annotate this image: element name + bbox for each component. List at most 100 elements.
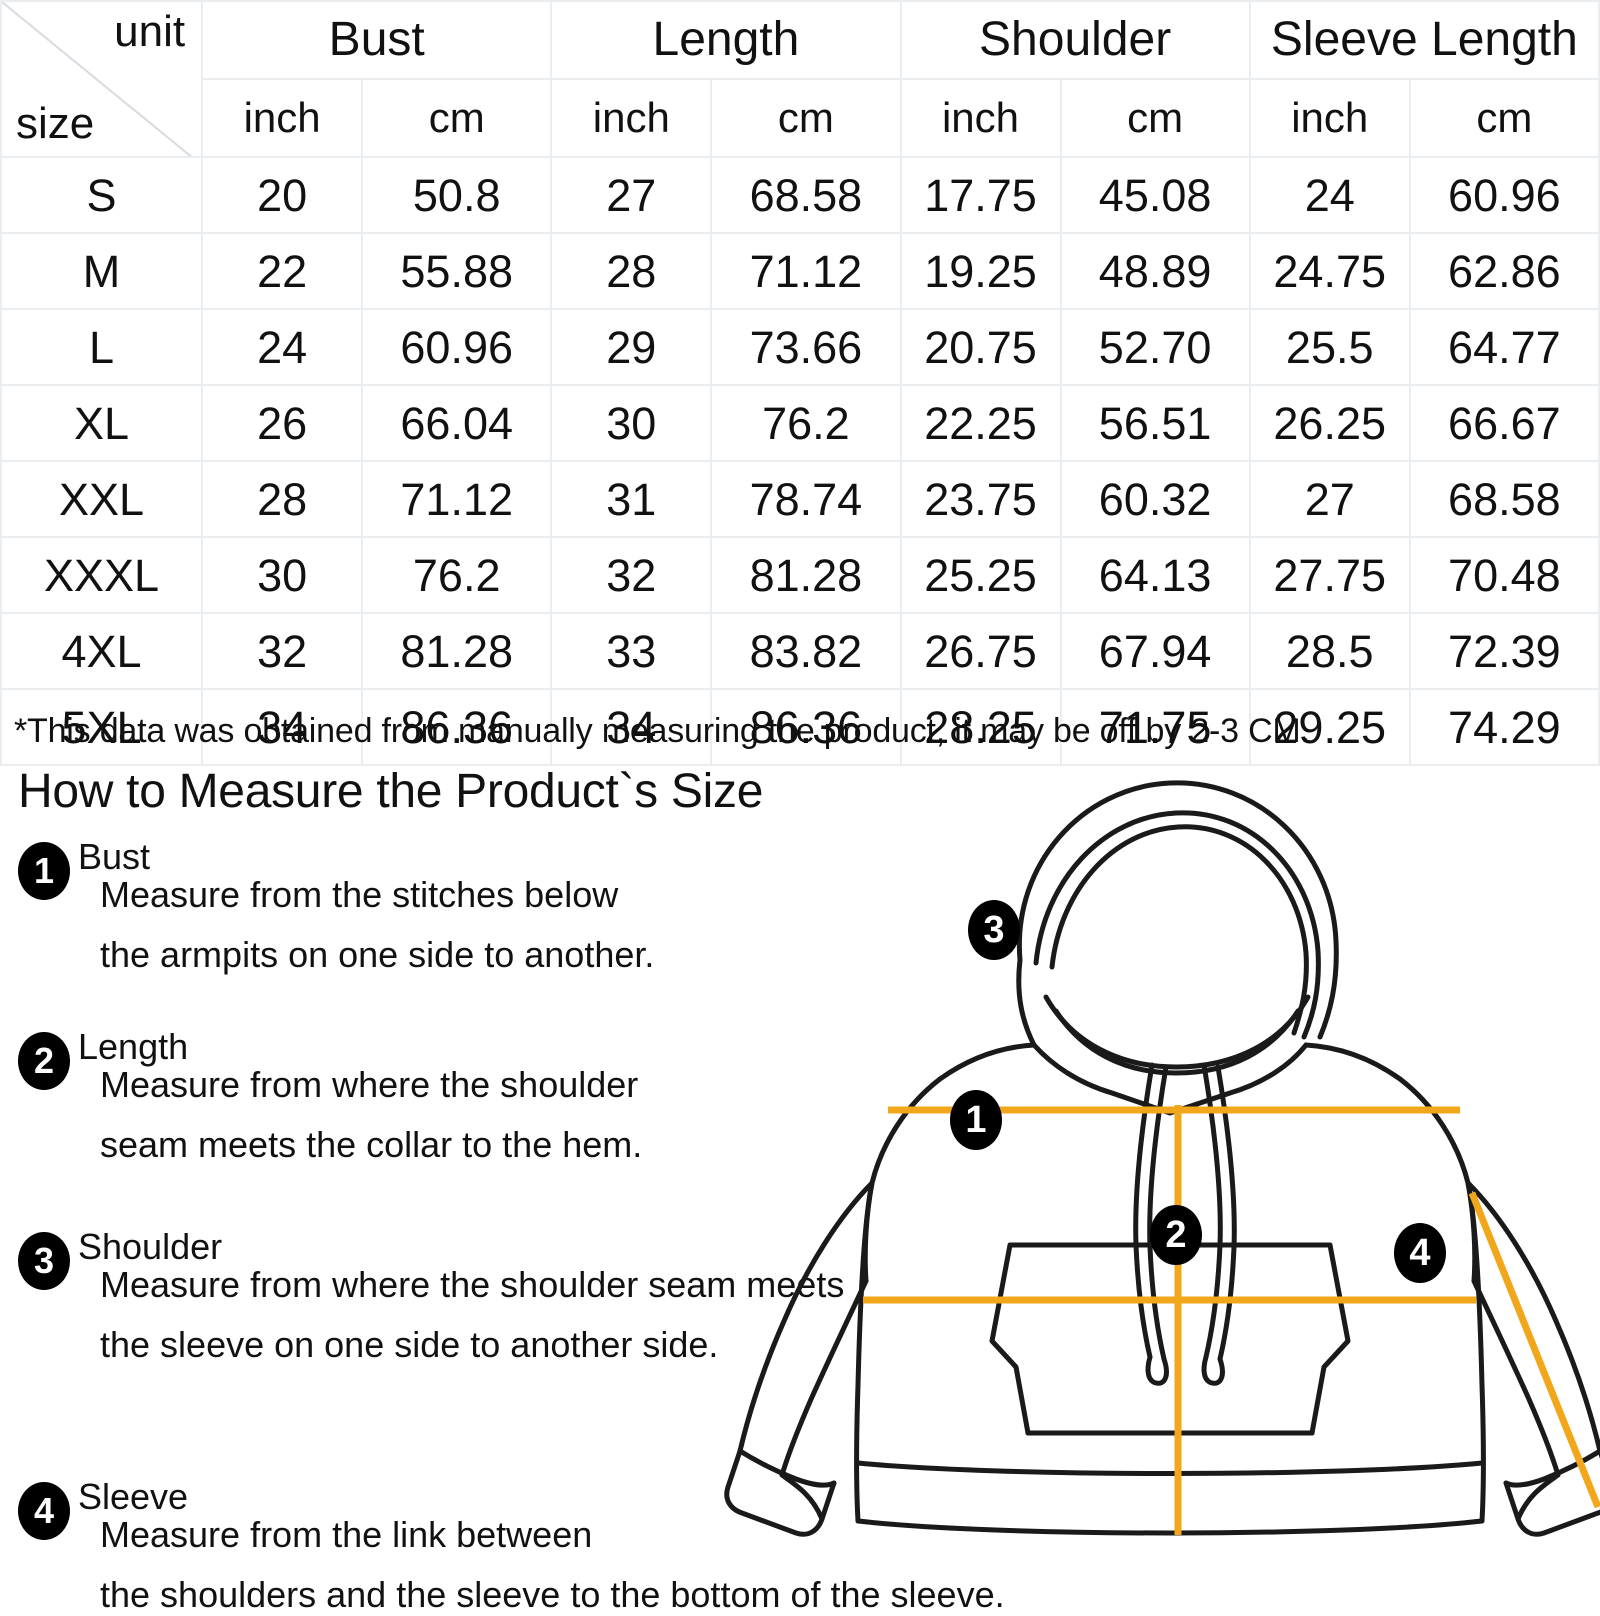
- cell-shoulder-inch: 25.25: [899, 536, 1062, 614]
- instruction-term-shoulder: Shoulder: [78, 1226, 223, 1267]
- cell-length-cm: 83.82: [710, 612, 902, 690]
- table-row: L 24 60.96 29 73.66 20.75 52.70 25.5 64.…: [0, 308, 1600, 386]
- diagram-marker-4: 4: [1394, 1223, 1446, 1283]
- cell-bust-cm: 60.96: [361, 308, 553, 386]
- cell-sleeve-inch: 24: [1248, 156, 1411, 234]
- cell-shoulder-cm: 67.94: [1059, 612, 1251, 690]
- table-corner-cell: unit size: [0, 0, 204, 158]
- cell-shoulder-cm: 64.13: [1059, 536, 1251, 614]
- cell-length-inch: 29: [550, 308, 713, 386]
- cell-length-inch: 27: [550, 156, 713, 234]
- cell-sleeve-inch: 27: [1248, 460, 1411, 538]
- sleeve-measure-line: [1468, 1191, 1600, 1509]
- cell-length-cm: 76.2: [710, 384, 902, 462]
- cell-bust-cm: 86.36: [361, 688, 553, 766]
- cell-sleeve-cm: 66.67: [1408, 384, 1600, 462]
- cell-bust-inch: 26: [201, 384, 364, 462]
- instruction-badge-4: 4: [18, 1482, 70, 1540]
- table-group-header-row: unit size Bust Length Shoulder Sleeve Le…: [0, 0, 1600, 158]
- cell-bust-inch: 32: [201, 612, 364, 690]
- unit-header-bust-inch: inch: [201, 78, 364, 158]
- instruction-line1-shoulder: Measure from where the shoulder seam mee…: [100, 1264, 845, 1305]
- cell-bust-cm: 81.28: [361, 612, 553, 690]
- cell-bust-inch: 22: [201, 232, 364, 310]
- cell-length-cm: 86.36: [710, 688, 902, 766]
- unit-header-sleeve-cm: cm: [1408, 78, 1600, 158]
- instruction-line1-length: Measure from where the shoulder: [100, 1064, 639, 1105]
- column-group-shoulder: Shoulder: [899, 0, 1251, 80]
- instruction-line1-bust: Measure from the stitches below: [100, 874, 619, 915]
- cell-shoulder-inch: 23.75: [899, 460, 1062, 538]
- cell-bust-inch: 20: [201, 156, 364, 234]
- measurement-disclaimer: *This data was obtained from manually me…: [14, 712, 1310, 750]
- unit-header-shoulder-cm: cm: [1059, 78, 1251, 158]
- table-unit-header-row: inch cm inch cm inch cm inch cm: [1, 78, 1600, 158]
- instruction-badge-2: 2: [18, 1032, 70, 1090]
- cell-bust-inch: 34: [201, 688, 364, 766]
- diagram-marker-3: 3: [968, 900, 1020, 960]
- cell-sleeve-inch: 25.5: [1248, 308, 1411, 386]
- cell-bust-cm: 55.88: [361, 232, 553, 310]
- corner-unit-label: unit: [114, 7, 186, 56]
- size-label: S: [0, 156, 204, 234]
- cell-length-inch: 28: [550, 232, 713, 310]
- instruction-line2-length: seam meets the collar to the hem.: [100, 1124, 643, 1165]
- cell-length-inch: 32: [550, 536, 713, 614]
- cell-sleeve-inch: 26.25: [1248, 384, 1411, 462]
- table-row: S 20 50.8 27 68.58 17.75 45.08 24 60.96: [0, 156, 1600, 234]
- size-label: XXXL: [0, 536, 204, 614]
- table-body: S 20 50.8 27 68.58 17.75 45.08 24 60.96 …: [0, 156, 1600, 766]
- size-chart-table: unit size Bust Length Shoulder Sleeve Le…: [0, 0, 1600, 766]
- size-label: XL: [0, 384, 204, 462]
- table-row: XXL 28 71.12 31 78.74 23.75 60.32 27 68.…: [0, 460, 1600, 538]
- how-to-measure-title: How to Measure the Product`s Size: [18, 765, 764, 818]
- size-label: 4XL: [0, 612, 204, 690]
- cell-shoulder-cm: 71.75: [1059, 688, 1251, 766]
- corner-size-label: size: [16, 99, 95, 148]
- table-row: XL 26 66.04 30 76.2 22.25 56.51 26.25 66…: [0, 384, 1600, 462]
- size-label: M: [0, 232, 204, 310]
- cell-length-inch: 34: [550, 688, 713, 766]
- cell-length-inch: 33: [550, 612, 713, 690]
- unit-header-bust-cm: cm: [361, 78, 553, 158]
- hoodie-illustration-icon: [724, 780, 1600, 1537]
- size-label: L: [0, 308, 204, 386]
- unit-header-sleeve-inch: inch: [1248, 78, 1411, 158]
- cell-shoulder-inch: 22.25: [899, 384, 1062, 462]
- cell-sleeve-cm: 74.29: [1408, 688, 1600, 766]
- cell-shoulder-inch: 26.75: [899, 612, 1062, 690]
- cell-bust-inch: 24: [201, 308, 364, 386]
- cell-sleeve-cm: 70.48: [1408, 536, 1600, 614]
- cell-length-cm: 73.66: [710, 308, 902, 386]
- instruction-line1-sleeve: Measure from the link between: [100, 1514, 593, 1555]
- cell-shoulder-inch: 20.75: [899, 308, 1062, 386]
- column-group-sleeve-length: Sleeve Length: [1248, 0, 1600, 80]
- cell-bust-cm: 66.04: [361, 384, 553, 462]
- cell-sleeve-inch: 24.75: [1248, 232, 1411, 310]
- cell-length-cm: 78.74: [710, 460, 902, 538]
- instruction-term-sleeve: Sleeve: [78, 1476, 189, 1517]
- cell-bust-inch: 28: [201, 460, 364, 538]
- cell-length-inch: 31: [550, 460, 713, 538]
- cell-sleeve-cm: 62.86: [1408, 232, 1600, 310]
- cell-shoulder-inch: 19.25: [899, 232, 1062, 310]
- unit-header-length-inch: inch: [550, 78, 713, 158]
- cell-shoulder-cm: 60.32: [1059, 460, 1251, 538]
- unit-header-shoulder-inch: inch: [899, 78, 1062, 158]
- table-row: 4XL 32 81.28 33 83.82 26.75 67.94 28.5 7…: [0, 612, 1600, 690]
- cell-sleeve-inch: 27.75: [1248, 536, 1411, 614]
- cell-sleeve-cm: 72.39: [1408, 612, 1600, 690]
- size-label: 5XL: [0, 688, 204, 766]
- table-row: XXXL 30 76.2 32 81.28 25.25 64.13 27.75 …: [0, 536, 1600, 614]
- cell-shoulder-inch: 28.25: [899, 688, 1062, 766]
- instruction-term-length: Length: [78, 1026, 189, 1067]
- hoodie-measurement-diagram: 3 1 2 4: [700, 745, 1600, 1600]
- instruction-line2-bust: the armpits on one side to another.: [100, 934, 655, 975]
- cell-shoulder-cm: 48.89: [1059, 232, 1251, 310]
- cell-sleeve-cm: 60.96: [1408, 156, 1600, 234]
- column-group-length: Length: [550, 0, 902, 80]
- cell-length-inch: 30: [550, 384, 713, 462]
- instruction-badge-3: 3: [18, 1232, 70, 1290]
- cell-shoulder-cm: 56.51: [1059, 384, 1251, 462]
- diagram-marker-2: 2: [1150, 1205, 1202, 1265]
